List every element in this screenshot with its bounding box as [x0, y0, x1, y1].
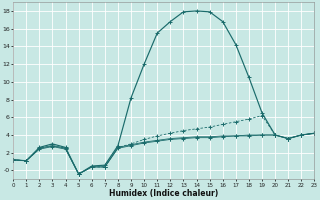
X-axis label: Humidex (Indice chaleur): Humidex (Indice chaleur): [109, 189, 219, 198]
